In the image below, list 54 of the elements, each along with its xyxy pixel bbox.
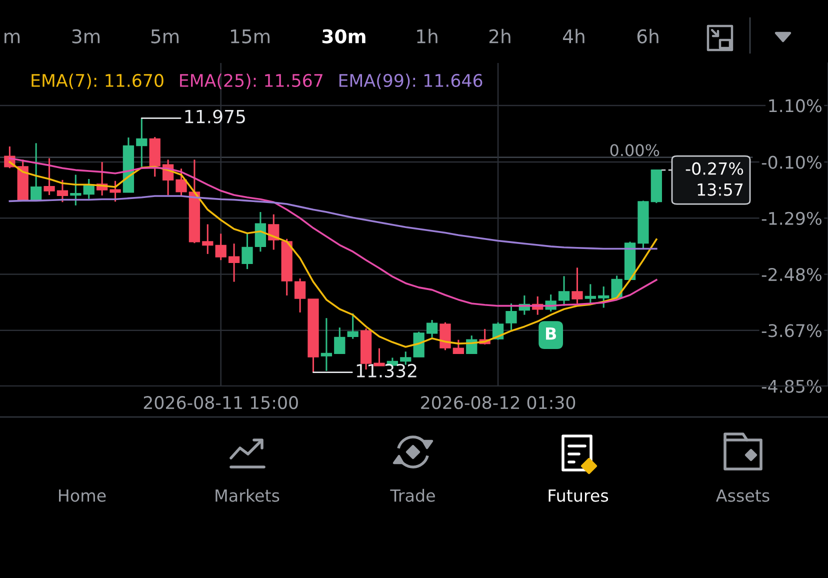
annotation: 13:57 [698, 183, 743, 196]
candlestick [136, 117, 148, 168]
candlestick [215, 232, 226, 261]
candlestick [440, 322, 451, 351]
candlestick [572, 266, 583, 304]
text: 15m [231, 30, 270, 44]
y-tick-label: -2.48% [762, 268, 822, 282]
annotation: 11.975 [185, 110, 245, 124]
candlestick [334, 326, 346, 354]
text: Trade [390, 488, 435, 502]
ref-line-label: -0.27% [686, 162, 744, 175]
ref-line-label: 0.00% [610, 144, 660, 156]
candlestick [70, 174, 82, 206]
text: Futures [548, 489, 608, 502]
y-tick-label: -0.10% [762, 156, 822, 169]
candlestick [110, 180, 121, 202]
text: 2h [489, 28, 510, 44]
text: 30m [322, 29, 366, 44]
y-tick-label: 1.10% [769, 99, 822, 112]
candlestick [176, 168, 187, 196]
x-tick-label: 2026-08-12 01:30 [421, 396, 576, 410]
text: 1h [417, 28, 438, 44]
text: Home [59, 489, 106, 502]
candlestick [202, 224, 214, 255]
candlestick [44, 157, 55, 196]
candlestick [254, 211, 266, 252]
candlestick [558, 275, 570, 307]
y-tick-label: -3.67% [762, 324, 822, 338]
candlestick [506, 302, 517, 331]
text: 3m [72, 29, 100, 44]
annotation: B [546, 328, 556, 340]
text: 4h [563, 28, 584, 44]
text: EMA(25): 11.567 [180, 74, 322, 90]
candlestick [320, 317, 332, 372]
x-tick-label: 2026-08-11 15:00 [144, 396, 298, 410]
candlestick [242, 232, 253, 270]
candlestick [228, 242, 240, 283]
candlestick [426, 319, 438, 338]
candlestick [413, 331, 424, 358]
text: 5m [151, 30, 179, 44]
candlestick [30, 142, 42, 201]
text: EMA(99): 11.646 [339, 74, 482, 90]
text: EMA(7): 11.670 [32, 74, 164, 90]
text: Markets [216, 488, 280, 502]
annotation: 11.332 [356, 364, 416, 378]
candlestick [452, 339, 464, 354]
candlestick [347, 312, 358, 340]
text: Assets [716, 489, 770, 502]
candlestick [56, 179, 68, 203]
text: 6h [637, 28, 658, 44]
candlestick [598, 286, 610, 308]
text: m [4, 32, 20, 44]
y-tick-label: -1.29% [762, 212, 822, 225]
candlestick [294, 278, 306, 314]
